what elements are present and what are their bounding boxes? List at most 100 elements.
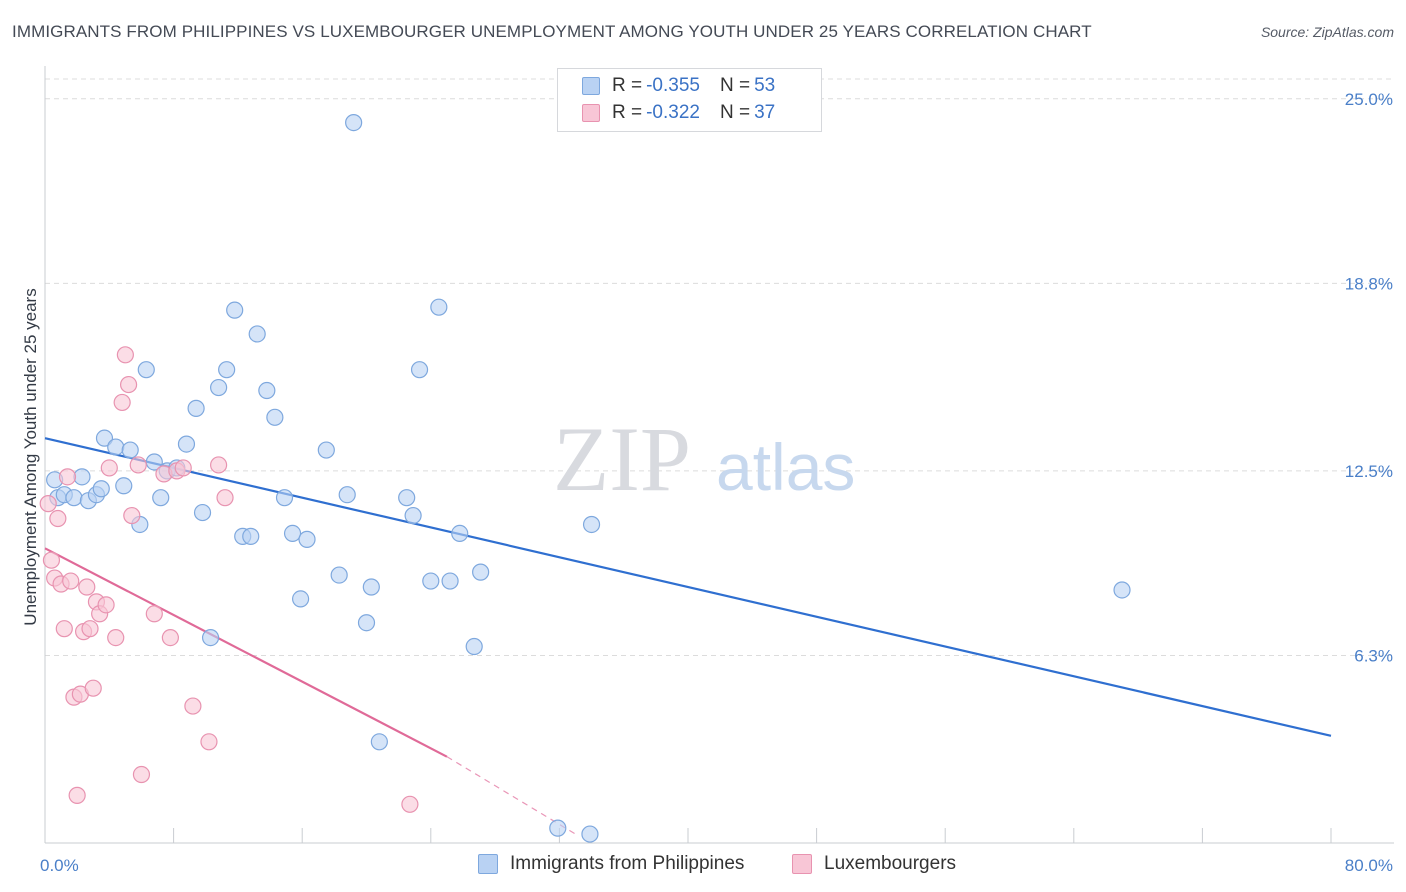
- legend-r-label: R =: [612, 102, 643, 123]
- point-philippines: [115, 477, 133, 495]
- source-label: Source: ZipAtlas.com: [1260, 24, 1394, 40]
- point-luxembourgers: [132, 765, 151, 784]
- point-philippines: [581, 825, 599, 843]
- point-philippines: [201, 628, 220, 647]
- point-luxembourgers: [107, 628, 125, 647]
- point-philippines: [65, 489, 83, 507]
- point-philippines: [137, 361, 155, 379]
- chart-title: IMMIGRANTS FROM PHILIPPINES VS LUXEMBOUR…: [12, 22, 1092, 41]
- point-philippines: [582, 515, 601, 534]
- point-philippines: [370, 733, 388, 751]
- bottom-legend-luxembourgers: Luxembourgers: [792, 852, 956, 876]
- x-tick-label: 80.0%: [1345, 856, 1393, 875]
- point-philippines: [95, 429, 114, 447]
- point-philippines: [1113, 581, 1131, 599]
- point-philippines: [193, 503, 212, 522]
- point-philippines: [283, 524, 302, 543]
- point-philippines: [242, 527, 260, 545]
- point-luxembourgers: [113, 393, 131, 412]
- bottom-legend-philippines: Immigrants from Philippines: [478, 852, 744, 876]
- point-philippines: [317, 441, 335, 459]
- point-philippines: [177, 435, 196, 453]
- bottom-legend-swatch-blue: [478, 854, 498, 874]
- point-philippines: [152, 489, 170, 507]
- legend-n-label: N =: [719, 75, 751, 96]
- point-luxembourgers: [123, 506, 141, 525]
- point-luxembourgers: [58, 468, 77, 486]
- point-luxembourgers: [401, 795, 419, 813]
- point-philippines: [248, 325, 266, 343]
- point-luxembourgers: [78, 578, 96, 596]
- legend-swatch-blue: [582, 77, 600, 95]
- bottom-legend-label: Luxembourgers: [824, 853, 957, 874]
- point-philippines: [362, 578, 380, 596]
- legend-row-philippines: R = -0.355 N = 53: [582, 74, 775, 98]
- point-philippines: [465, 637, 483, 656]
- point-philippines: [410, 361, 429, 379]
- point-luxembourgers: [119, 375, 138, 394]
- point-philippines: [451, 524, 469, 543]
- point-philippines: [441, 572, 459, 590]
- legend-n-label: N =: [719, 102, 751, 123]
- point-luxembourgers: [161, 628, 179, 647]
- point-luxembourgers: [210, 456, 228, 474]
- point-philippines: [430, 298, 448, 316]
- watermark-zip: ZIP: [553, 408, 691, 510]
- point-philippines: [549, 819, 567, 837]
- point-philippines: [226, 301, 244, 319]
- point-luxembourgers: [129, 456, 147, 474]
- point-philippines: [92, 480, 110, 498]
- point-philippines: [107, 438, 125, 456]
- point-luxembourgers: [216, 489, 234, 507]
- point-philippines: [404, 506, 422, 525]
- point-luxembourgers: [42, 551, 61, 569]
- y-tick-label: 18.8%: [1345, 274, 1393, 293]
- legend-n-value: 37: [754, 102, 776, 123]
- point-philippines: [357, 614, 376, 632]
- point-philippines: [291, 590, 310, 608]
- point-philippines: [218, 361, 236, 379]
- tick-labels: 6.3% 12.5% 18.8% 25.0% 0.0% 80.0%: [40, 90, 1393, 875]
- axes: [44, 66, 1394, 844]
- legend-r-label: R =: [612, 75, 643, 96]
- point-luxembourgers: [174, 459, 192, 477]
- point-luxembourgers: [81, 620, 99, 638]
- bottom-legend-label: Immigrants from Philippines: [510, 853, 745, 874]
- legend-n-value: 53: [754, 75, 776, 96]
- legend-r-value: -0.355: [646, 75, 700, 96]
- point-luxembourgers: [55, 620, 73, 638]
- legend-row-luxembourgers: R = -0.322 N = 37: [582, 101, 775, 125]
- bottom-legend-swatch-pink: [792, 854, 812, 874]
- point-philippines: [266, 408, 284, 426]
- data-points: [39, 114, 1131, 843]
- point-luxembourgers: [100, 459, 118, 477]
- y-tick-label: 25.0%: [1345, 90, 1393, 109]
- y-axis-label: Unemployment Among Youth under 25 years: [21, 288, 40, 625]
- grid-lines: [45, 78, 1394, 656]
- point-luxembourgers: [39, 495, 57, 513]
- point-luxembourgers: [145, 605, 163, 623]
- x-tick-label: 0.0%: [40, 856, 79, 875]
- point-philippines: [73, 468, 91, 486]
- point-luxembourgers: [97, 596, 115, 614]
- watermark: ZIP atlas: [553, 408, 855, 510]
- trend-line-luxembourgers: [44, 547, 448, 758]
- point-philippines: [338, 486, 356, 504]
- point-philippines: [472, 563, 490, 581]
- point-philippines: [210, 378, 228, 397]
- legend-swatch-pink: [582, 104, 600, 122]
- point-philippines: [121, 441, 139, 459]
- point-luxembourgers: [116, 346, 134, 364]
- point-philippines: [422, 572, 440, 590]
- point-luxembourgers: [68, 786, 86, 804]
- point-philippines: [345, 114, 363, 132]
- point-luxembourgers: [49, 509, 67, 528]
- trend-line-philippines: [44, 437, 1332, 737]
- legend-r-value: -0.322: [646, 102, 700, 123]
- watermark-atlas: atlas: [716, 430, 855, 504]
- y-tick-label: 6.3%: [1354, 646, 1393, 665]
- point-luxembourgers: [62, 572, 80, 590]
- point-philippines: [275, 489, 294, 507]
- point-luxembourgers: [84, 679, 102, 697]
